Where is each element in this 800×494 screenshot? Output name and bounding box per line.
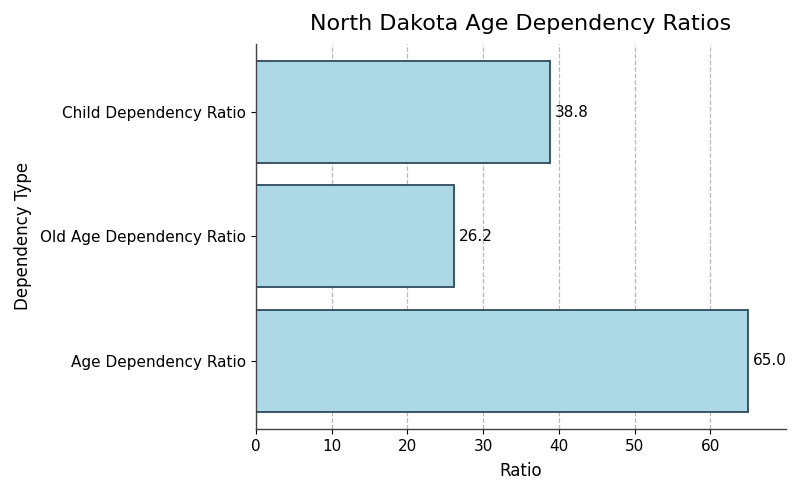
Y-axis label: Dependency Type: Dependency Type [14,163,32,311]
Text: 38.8: 38.8 [554,105,588,120]
Text: 65.0: 65.0 [753,353,786,368]
Bar [256,61,550,163]
X-axis label: Ratio: Ratio [500,462,542,480]
Bar [256,310,748,412]
Text: 26.2: 26.2 [459,229,493,244]
Title: North Dakota Age Dependency Ratios: North Dakota Age Dependency Ratios [310,14,732,34]
Bar [256,185,454,288]
